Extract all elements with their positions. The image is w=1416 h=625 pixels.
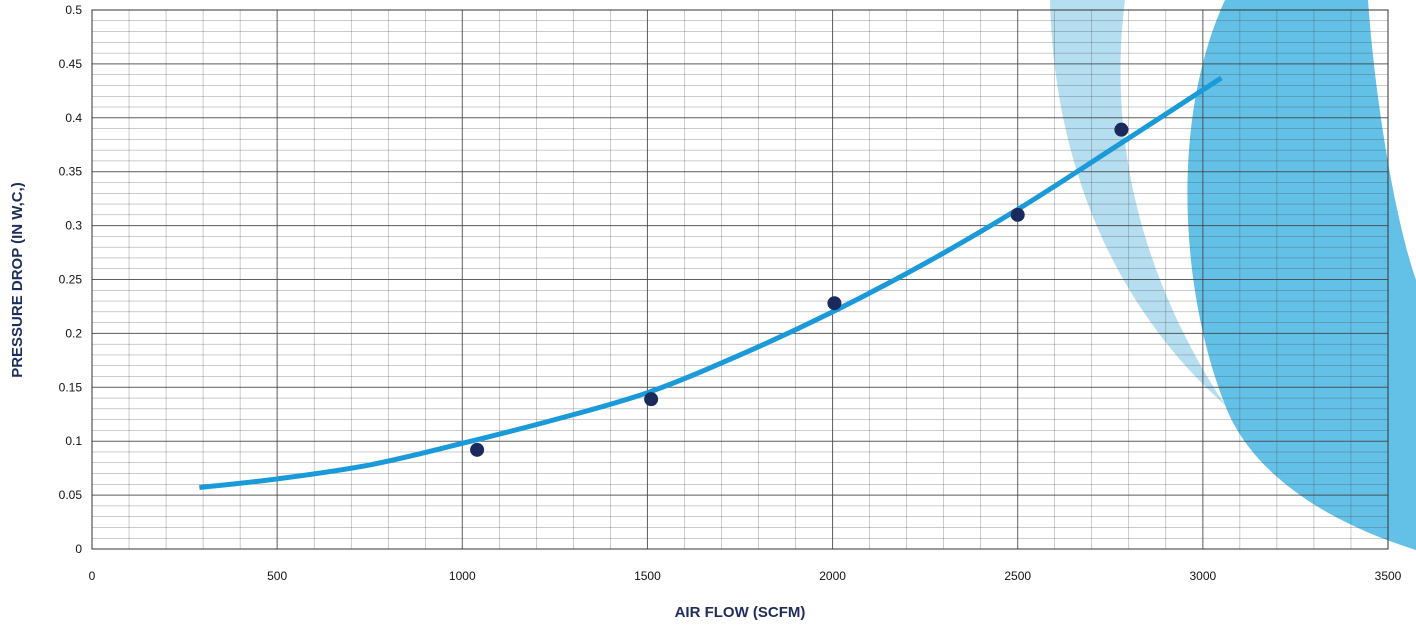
decor-shape-light xyxy=(1050,0,1225,405)
y-tick-label: 0.25 xyxy=(59,273,83,287)
y-tick-label: 0.3 xyxy=(65,219,82,233)
x-axis-label: AIR FLOW (SCFM) xyxy=(675,604,806,621)
y-tick-label: 0.2 xyxy=(65,326,82,340)
y-tick-label: 0.45 xyxy=(59,57,83,71)
data-point xyxy=(1114,122,1129,137)
x-tick-label: 3000 xyxy=(1190,569,1217,583)
y-tick-label: 0.5 xyxy=(65,3,82,17)
x-tick-label: 1000 xyxy=(449,569,476,583)
x-tick-label: 3500 xyxy=(1375,569,1402,583)
x-tick-labels: 0 500 1000 1500 2000 2500 3000 3500 xyxy=(89,569,1402,583)
x-tick-label: 500 xyxy=(267,569,287,583)
y-tick-label: 0.1 xyxy=(65,434,82,448)
x-tick-label: 0 xyxy=(89,569,96,583)
y-tick-label: 0 xyxy=(75,542,82,556)
y-tick-label: 0.4 xyxy=(65,111,82,125)
plot-frame xyxy=(91,9,1389,550)
x-tick-label: 1500 xyxy=(634,569,661,583)
y-tick-label: 0.35 xyxy=(59,165,83,179)
data-point xyxy=(644,392,659,407)
data-point xyxy=(1010,207,1025,222)
data-point xyxy=(470,442,485,457)
y-tick-label: 0.15 xyxy=(59,380,83,394)
x-tick-label: 2000 xyxy=(819,569,846,583)
major-grid xyxy=(91,9,1389,550)
x-tick-label: 2500 xyxy=(1004,569,1031,583)
y-axis-label: PRESSURE DROP (IN W,C,) xyxy=(9,182,26,378)
fit-curve-line xyxy=(199,75,1223,491)
decor-shape-dark xyxy=(1187,0,1416,550)
y-tick-label: 0.05 xyxy=(59,488,83,502)
series-layer xyxy=(199,75,1223,491)
y-tick-labels: 0 0.05 0.1 0.15 0.2 0.25 0.3 0.35 0.4 0.45 0.5 xyxy=(59,3,83,556)
data-point xyxy=(827,296,842,311)
